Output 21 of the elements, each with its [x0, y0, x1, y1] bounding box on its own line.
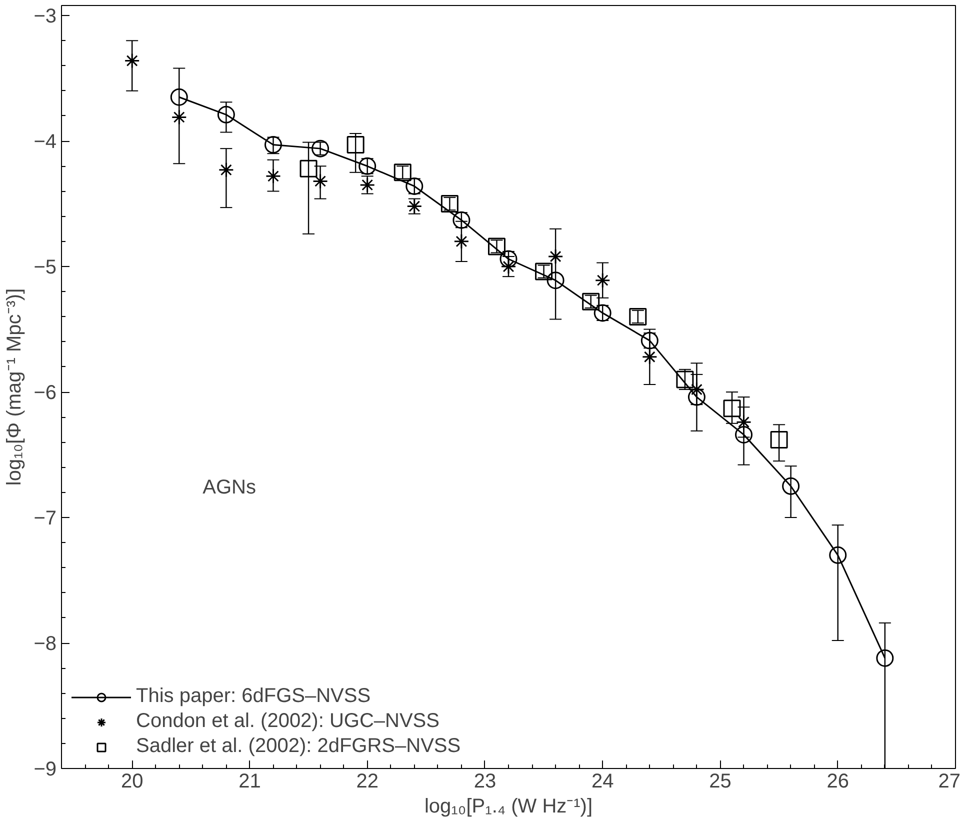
x-tick-label: 25	[709, 770, 732, 792]
legend-label: Condon et al. (2002): UGC–NVSS	[136, 710, 440, 733]
y-tick-label: −3	[34, 6, 57, 28]
legend-label: This paper: 6dFGS–NVSS	[136, 685, 371, 708]
y-tick-label: −9	[34, 758, 57, 780]
annotation: AGNs	[202, 476, 256, 499]
x-tick-label: 22	[356, 770, 378, 792]
x-tick-label: 21	[238, 770, 261, 792]
x-tick-label: 24	[591, 770, 614, 792]
y-tick-label: −4	[34, 131, 57, 154]
y-tick-label: −6	[34, 382, 57, 404]
y-tick-label: −5	[34, 256, 57, 279]
x-axis-title: log₁₀[P₁.₄ (W Hz⁻¹)]	[424, 796, 593, 818]
y-axis-title: log₁₀[Φ (mag⁻¹ Mpc⁻³)]	[4, 288, 26, 486]
y-tick-label: −8	[34, 633, 57, 656]
legend-label: Sadler et al. (2002): 2dFGRS–NVSS	[136, 735, 461, 758]
y-tick-label: −7	[34, 508, 57, 530]
x-tick-label: 20	[120, 770, 144, 792]
x-tick-label: 23	[474, 770, 496, 792]
x-tick-label: 27	[938, 770, 961, 792]
x-tick-label: 26	[826, 770, 849, 792]
